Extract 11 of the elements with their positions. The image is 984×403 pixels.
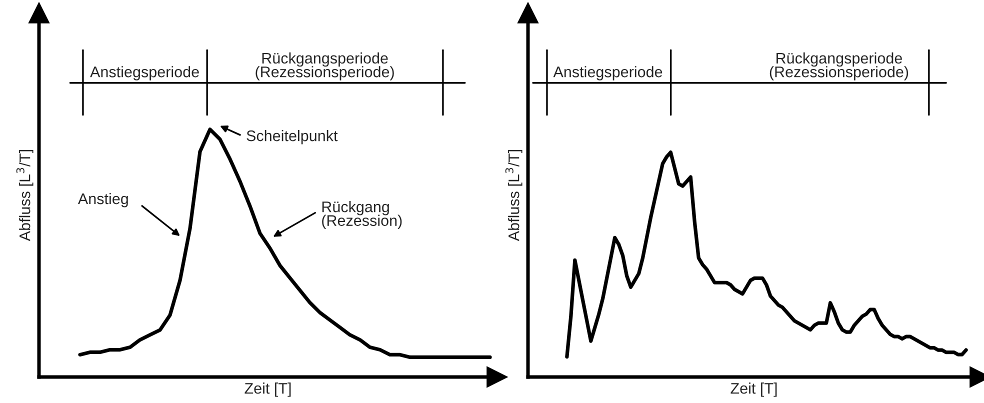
annotation: Rückgang (Rezession) [322,201,402,229]
y-axis-title: Abfluss [L$^{3}$/T] [505,150,522,242]
text: Anstiegsperiode [553,66,662,80]
annotation: Anstieg [78,192,128,208]
text: Rückgangsperiode (Rezessionsperiode) [256,52,394,80]
text: Rückgangsperiode (Rezessionsperiode) [770,52,908,80]
x-axis-title: Zeit [T] [730,382,777,397]
annotation: Scheitelpunkt [246,130,338,144]
y-axis-title: Abfluss [L$^{3}$/T] [16,150,34,242]
text: Anstiegsperiode [90,66,199,80]
x-axis-title: Zeit [T] [244,382,291,397]
